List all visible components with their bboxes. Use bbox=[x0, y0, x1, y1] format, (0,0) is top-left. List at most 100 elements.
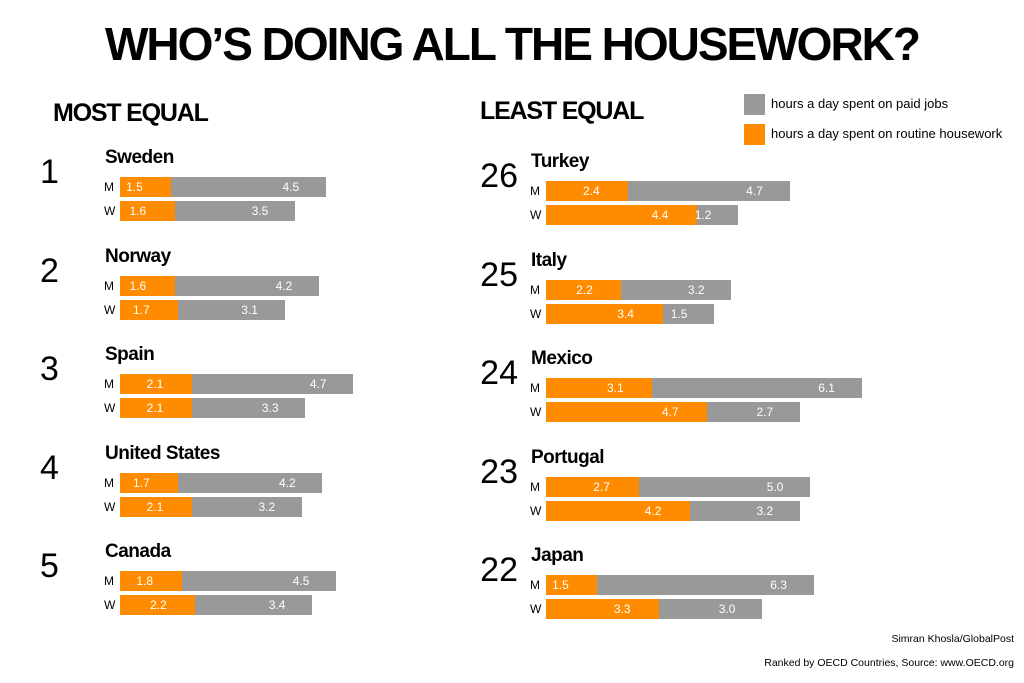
women-label: W bbox=[530, 208, 542, 222]
paid-value: 5.0 bbox=[766, 479, 784, 494]
housework-value: 4.2 bbox=[644, 503, 662, 518]
legend-swatch-housework bbox=[744, 124, 765, 145]
housework-value: 3.1 bbox=[606, 381, 624, 395]
housework-value: 3.4 bbox=[617, 306, 634, 321]
paid-bar bbox=[628, 181, 790, 201]
paid-bar bbox=[174, 275, 319, 296]
women-label: W bbox=[104, 598, 116, 612]
paid-bar bbox=[195, 595, 313, 615]
paid-bar bbox=[696, 205, 739, 225]
credit-text: Simran Khosla/GlobalPost bbox=[891, 633, 1014, 645]
paid-bar bbox=[178, 472, 323, 493]
paid-bar bbox=[652, 378, 862, 398]
housework-value: 2.1 bbox=[146, 377, 164, 391]
paid-value: 6.3 bbox=[770, 578, 787, 592]
paid-value: 1.2 bbox=[694, 208, 712, 222]
housework-value: 1.7 bbox=[132, 302, 150, 317]
men-label: M bbox=[104, 278, 114, 293]
paid-bar bbox=[659, 599, 763, 619]
women-label: W bbox=[530, 503, 542, 518]
paid-bar bbox=[707, 402, 800, 422]
housework-value: 2.7 bbox=[593, 479, 610, 494]
housework-value: 1.5 bbox=[552, 578, 569, 592]
housework-bar bbox=[120, 201, 175, 221]
rank-number: 22 bbox=[480, 551, 518, 589]
housework-bar bbox=[546, 575, 598, 595]
housework-bar bbox=[120, 177, 172, 197]
women-label: W bbox=[530, 602, 542, 616]
legend-label-paid: hours a day spent on paid jobs bbox=[771, 96, 949, 111]
paid-bar bbox=[181, 571, 337, 591]
housework-value: 1.7 bbox=[132, 475, 150, 490]
paid-bar bbox=[690, 500, 800, 521]
paid-value: 3.0 bbox=[718, 602, 736, 616]
country-name: Canada bbox=[105, 541, 171, 562]
country-name: Sweden bbox=[105, 147, 174, 168]
housework-bar bbox=[120, 374, 193, 394]
housework-bar bbox=[546, 476, 639, 497]
housework-value: 2.1 bbox=[146, 499, 164, 514]
most-equal-heading: MOST EQUAL bbox=[53, 99, 209, 127]
women-label: W bbox=[104, 499, 116, 514]
housework-value: 2.4 bbox=[582, 184, 600, 198]
men-label: M bbox=[530, 479, 540, 494]
paid-value: 3.4 bbox=[268, 598, 286, 612]
rank-number: 1 bbox=[40, 153, 59, 191]
housework-bar bbox=[120, 472, 179, 493]
housework-bar bbox=[546, 205, 697, 225]
paid-bar bbox=[174, 201, 295, 221]
paid-bar bbox=[192, 398, 306, 418]
paid-bar bbox=[171, 177, 326, 197]
housework-bar bbox=[120, 398, 193, 418]
housework-value: 2.1 bbox=[146, 401, 164, 415]
housework-value: 4.7 bbox=[661, 405, 679, 419]
rank-number: 23 bbox=[480, 452, 518, 491]
housework-bar bbox=[546, 402, 708, 422]
men-label: M bbox=[104, 180, 114, 194]
paid-value: 3.2 bbox=[258, 499, 276, 514]
rank-number: 26 bbox=[480, 157, 518, 195]
housework-bar bbox=[546, 599, 660, 619]
country-name: Spain bbox=[105, 344, 155, 365]
source-text: Ranked by OECD Countries, Source: www.OE… bbox=[764, 657, 1014, 669]
country-name: Italy bbox=[531, 249, 567, 271]
paid-value: 2.7 bbox=[756, 405, 774, 419]
men-label: M bbox=[104, 574, 114, 588]
paid-value: 4.7 bbox=[309, 377, 327, 391]
men-label: M bbox=[530, 282, 540, 297]
housework-value: 2.2 bbox=[150, 598, 167, 612]
rank-number: 3 bbox=[40, 350, 59, 388]
housework-bar bbox=[546, 181, 629, 201]
housework-bar bbox=[120, 571, 182, 591]
paid-value: 4.5 bbox=[292, 574, 310, 588]
paid-value: 3.5 bbox=[251, 204, 269, 218]
rank-number: 2 bbox=[40, 251, 59, 290]
paid-bar bbox=[192, 496, 302, 517]
legend-swatch-paid bbox=[744, 94, 765, 115]
paid-value: 4.7 bbox=[746, 184, 763, 198]
women-label: W bbox=[530, 306, 542, 321]
paid-value: 4.2 bbox=[275, 278, 293, 293]
rank-number: 4 bbox=[40, 448, 59, 487]
men-label: M bbox=[530, 184, 540, 198]
housework-bar bbox=[546, 303, 663, 324]
paid-value: 3.1 bbox=[241, 302, 258, 317]
rank-number: 5 bbox=[40, 547, 59, 585]
women-label: W bbox=[104, 204, 116, 218]
paid-value: 1.5 bbox=[670, 306, 688, 321]
country-name: Turkey bbox=[531, 151, 589, 172]
paid-bar bbox=[662, 303, 715, 324]
men-label: M bbox=[530, 578, 540, 592]
paid-value: 3.2 bbox=[756, 503, 774, 518]
men-label: M bbox=[104, 475, 114, 490]
housework-bar bbox=[546, 279, 622, 300]
women-label: W bbox=[104, 401, 116, 415]
housework-value: 2.2 bbox=[576, 282, 593, 297]
women-label: W bbox=[530, 405, 542, 419]
housework-value: 4.4 bbox=[651, 208, 669, 222]
country-name: United States bbox=[105, 442, 220, 464]
housework-value: 1.6 bbox=[129, 204, 147, 218]
paid-value: 4.5 bbox=[282, 180, 300, 194]
housework-bar bbox=[120, 299, 179, 320]
paid-value: 3.3 bbox=[261, 401, 279, 415]
